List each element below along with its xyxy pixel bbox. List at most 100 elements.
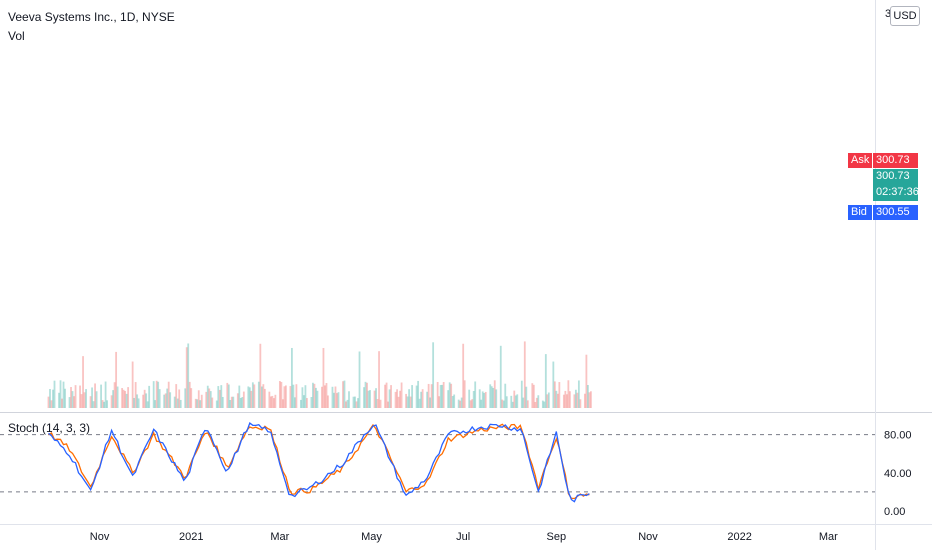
volume-bar [115, 351, 118, 408]
volume-bar [110, 395, 113, 408]
volume-bar [300, 399, 302, 408]
volume-bar [271, 395, 274, 408]
volume-bar [251, 382, 254, 408]
volume-bar [127, 387, 130, 408]
volume-bar [262, 384, 265, 408]
currency-button[interactable]: USD [890, 6, 920, 26]
volume-bar [247, 386, 250, 408]
volume-bar [574, 389, 577, 408]
volume-bar [304, 385, 307, 408]
volume-bar [531, 383, 534, 408]
volume-bar [250, 390, 253, 408]
volume-bar [447, 390, 450, 408]
volume-bar [541, 400, 544, 408]
volume-bar [232, 396, 235, 408]
bar-countdown: 02:37:36 [873, 185, 919, 201]
volume-legend[interactable]: Vol [8, 29, 25, 43]
volume-bar [438, 396, 441, 408]
time-tick-label: Nov [90, 531, 110, 543]
volume-bar [53, 380, 56, 408]
volume-bar [274, 394, 277, 408]
volume-bar [544, 354, 547, 408]
bid-price: 300.55 [873, 205, 918, 220]
volume-bar [429, 397, 432, 408]
volume-bar [469, 400, 472, 408]
volume-bar [241, 397, 244, 408]
volume-bar [226, 382, 229, 408]
volume-bar [163, 394, 166, 408]
volume-bar [480, 399, 483, 408]
volume-bar [369, 390, 371, 408]
volume-bar [316, 390, 319, 408]
volume-bar [441, 384, 444, 408]
volume-bar [101, 400, 104, 408]
volume-bar [426, 391, 429, 408]
volume-bar [283, 386, 286, 408]
volume-bar [142, 394, 145, 408]
volume-bar [378, 351, 380, 408]
volume-bar [409, 396, 412, 408]
volume-bar [514, 395, 517, 408]
volume-bar [451, 396, 454, 408]
volume-bar [459, 400, 462, 408]
volume-bar [483, 392, 486, 408]
volume-bar [82, 356, 84, 408]
time-tick-label: 2021 [179, 531, 203, 543]
volume-bar [565, 394, 568, 408]
volume-bar [173, 396, 176, 408]
volume-bar [257, 381, 260, 408]
volume-bar [345, 401, 347, 408]
volume-bar [178, 389, 181, 408]
volume-bar [280, 381, 283, 408]
volume-bar [556, 393, 559, 408]
volume-bar [495, 389, 498, 408]
volume-bar [272, 398, 275, 408]
volume-bar [577, 380, 580, 408]
volume-bar [453, 394, 456, 408]
volume-bar [358, 351, 361, 408]
volume-bar [303, 395, 305, 408]
volume-bar [562, 394, 565, 408]
volume-bar [104, 381, 107, 408]
volume-bar [74, 385, 77, 408]
volume-bar [501, 399, 504, 408]
volume-bar [94, 383, 96, 408]
volume-bar [242, 391, 245, 408]
volume-bar [230, 396, 233, 408]
volume-bar [417, 380, 420, 408]
volume-bar [573, 394, 576, 408]
volume-bar [278, 381, 281, 408]
volume-bar [355, 401, 358, 408]
volume-bar [324, 385, 326, 408]
volume-bar [502, 400, 505, 408]
volume-bar [289, 386, 292, 408]
volume-bar [492, 387, 495, 408]
volume-bar [333, 392, 335, 408]
volume-bar [190, 388, 193, 408]
volume-bar [436, 381, 439, 408]
volume-bar [564, 390, 567, 408]
volume-bar [106, 400, 108, 408]
volume-bar [179, 399, 182, 408]
volume-bar [385, 382, 388, 408]
ask-label: Ask [848, 153, 872, 168]
volume-bar [586, 385, 589, 408]
symbol-title[interactable]: Veeva Systems Inc., 1D, NYSE [8, 10, 175, 24]
volume-bar [558, 382, 561, 408]
volume-bar [116, 386, 119, 408]
volume-bar [525, 386, 528, 408]
volume-bar [388, 389, 391, 408]
volume-bar [61, 398, 63, 408]
volume-bar [478, 389, 481, 408]
volume-bar [281, 399, 284, 408]
volume-bar [442, 382, 445, 408]
volume-bar [474, 381, 477, 408]
volume-bar [248, 387, 251, 408]
volume-bar [520, 380, 523, 408]
volume-bar [253, 384, 256, 408]
volume-bar [357, 398, 359, 408]
volume-bar [238, 385, 241, 408]
stoch-legend[interactable]: Stoch (14, 3, 3) [8, 421, 91, 435]
volume-bar [331, 386, 334, 408]
